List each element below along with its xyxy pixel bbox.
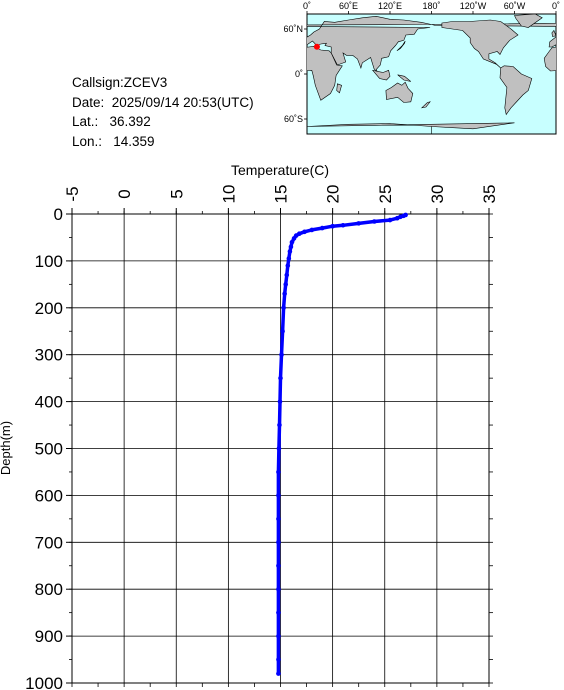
data-point (278, 375, 283, 381)
map-longitude-labels: 0˚ 60˚E 120˚E 180˚ 120˚W 60˚W 0˚ (303, 1, 560, 14)
x-tick-label: 10 (219, 185, 238, 204)
land-shape (307, 122, 515, 134)
data-point (291, 236, 297, 241)
data-point (276, 446, 282, 451)
data-point (284, 272, 290, 278)
data-point (276, 610, 281, 615)
data-point (289, 239, 295, 245)
world-map: 0˚ 60˚E 120˚E 180˚ 120˚W 60˚W 0˚ 60˚N 0˚ 60˚S (283, 1, 560, 135)
data-point (283, 282, 289, 287)
data-point (281, 305, 286, 311)
land-shape (431, 23, 556, 48)
data-point (309, 227, 315, 233)
x-tick-label: 30 (428, 185, 447, 204)
data-point (356, 221, 361, 226)
y-tick-label: 600 (35, 486, 63, 505)
data-point (280, 328, 285, 334)
data-point (394, 215, 400, 221)
map-lon-label: 60˚W (504, 1, 526, 11)
y-axis-title: Depth(m) (0, 421, 13, 475)
map-lon-label: 120˚W (460, 1, 487, 11)
data-point (285, 263, 291, 268)
y-tick-label: 900 (35, 627, 63, 646)
x-axis-title: Temperature(C) (231, 162, 329, 178)
y-tick-label: 800 (35, 580, 63, 599)
station-info: Callsign:ZCEV3 Date: 2025/09/14 20:53(UT… (72, 73, 254, 151)
data-point (282, 291, 287, 297)
map-lon-label: 180˚ (422, 1, 440, 11)
land-shape (551, 29, 556, 37)
x-tick-label: 0 (115, 189, 134, 198)
callsign-label: Callsign:ZCEV3 (72, 75, 168, 90)
data-point (276, 586, 281, 592)
x-tick-label: 25 (376, 185, 395, 204)
map-land (307, 14, 556, 134)
data-point (276, 540, 281, 545)
map-lon-label: 60˚E (339, 1, 358, 11)
land-shape (514, 14, 543, 28)
data-point (387, 217, 393, 223)
data-point (279, 352, 284, 358)
map-lat-label: 60˚N (283, 24, 303, 34)
data-point (286, 256, 292, 261)
x-tick-label: 5 (167, 189, 186, 198)
latitude-label: Lat.: 36.392 (72, 114, 151, 129)
land-shape (396, 40, 406, 52)
y-tick-label: 700 (35, 533, 63, 552)
data-point (276, 469, 281, 475)
land-shape (385, 81, 414, 103)
map-lat-label: 0˚ (295, 69, 303, 79)
data-point (319, 225, 325, 231)
y-tick-label: 500 (35, 440, 63, 459)
data-point (330, 223, 335, 229)
y-tick-label: 400 (35, 393, 63, 412)
data-point (276, 493, 281, 498)
y-tick-label: 1000 (25, 674, 63, 690)
map-lon-label: 120˚E (378, 1, 402, 11)
data-point (276, 633, 281, 639)
data-point (277, 399, 283, 404)
map-lat-label: 60˚S (284, 114, 303, 124)
land-shape (397, 74, 411, 82)
data-point (276, 563, 281, 569)
x-tick-label: 15 (272, 185, 291, 204)
y-axis-ticks: 0 100 200 300 400 500 600 700 800 900 1000 (25, 205, 493, 690)
y-tick-label: 200 (35, 299, 63, 318)
land-shape (499, 65, 533, 116)
y-tick-label: 0 (54, 205, 63, 224)
data-series (276, 212, 408, 676)
x-tick-label: 20 (324, 185, 343, 204)
map-lon-label: 0˚ (303, 1, 311, 11)
longitude-label: Lon.: 14.359 (72, 133, 155, 149)
map-latitude-labels: 60˚N 0˚ 60˚S (283, 24, 307, 124)
data-point (276, 671, 281, 676)
series-line (276, 213, 408, 676)
data-point (302, 229, 307, 235)
y-tick-label: 100 (35, 252, 63, 271)
data-point (340, 222, 346, 228)
station-marker (313, 43, 320, 50)
x-axis-ticks: -5 0 5 10 15 20 25 30 35 (63, 185, 499, 687)
data-point (276, 657, 281, 662)
data-point (372, 219, 377, 224)
land-shape (336, 83, 342, 94)
station-dot (313, 43, 320, 50)
map-lon-label: 0˚ (552, 1, 560, 11)
land-shape (420, 101, 431, 109)
land-shape (441, 19, 519, 69)
x-tick-label: 35 (480, 185, 499, 204)
land-shape (371, 69, 391, 81)
date-label: Date: 2025/09/14 20:53(UTC) (72, 94, 254, 110)
land-shape (543, 46, 556, 72)
data-point (288, 244, 294, 250)
land-shape (307, 15, 432, 74)
data-point (276, 516, 281, 522)
data-point (287, 249, 293, 254)
data-point (277, 422, 282, 428)
x-tick-label: -5 (63, 186, 82, 201)
y-tick-label: 300 (35, 346, 63, 365)
